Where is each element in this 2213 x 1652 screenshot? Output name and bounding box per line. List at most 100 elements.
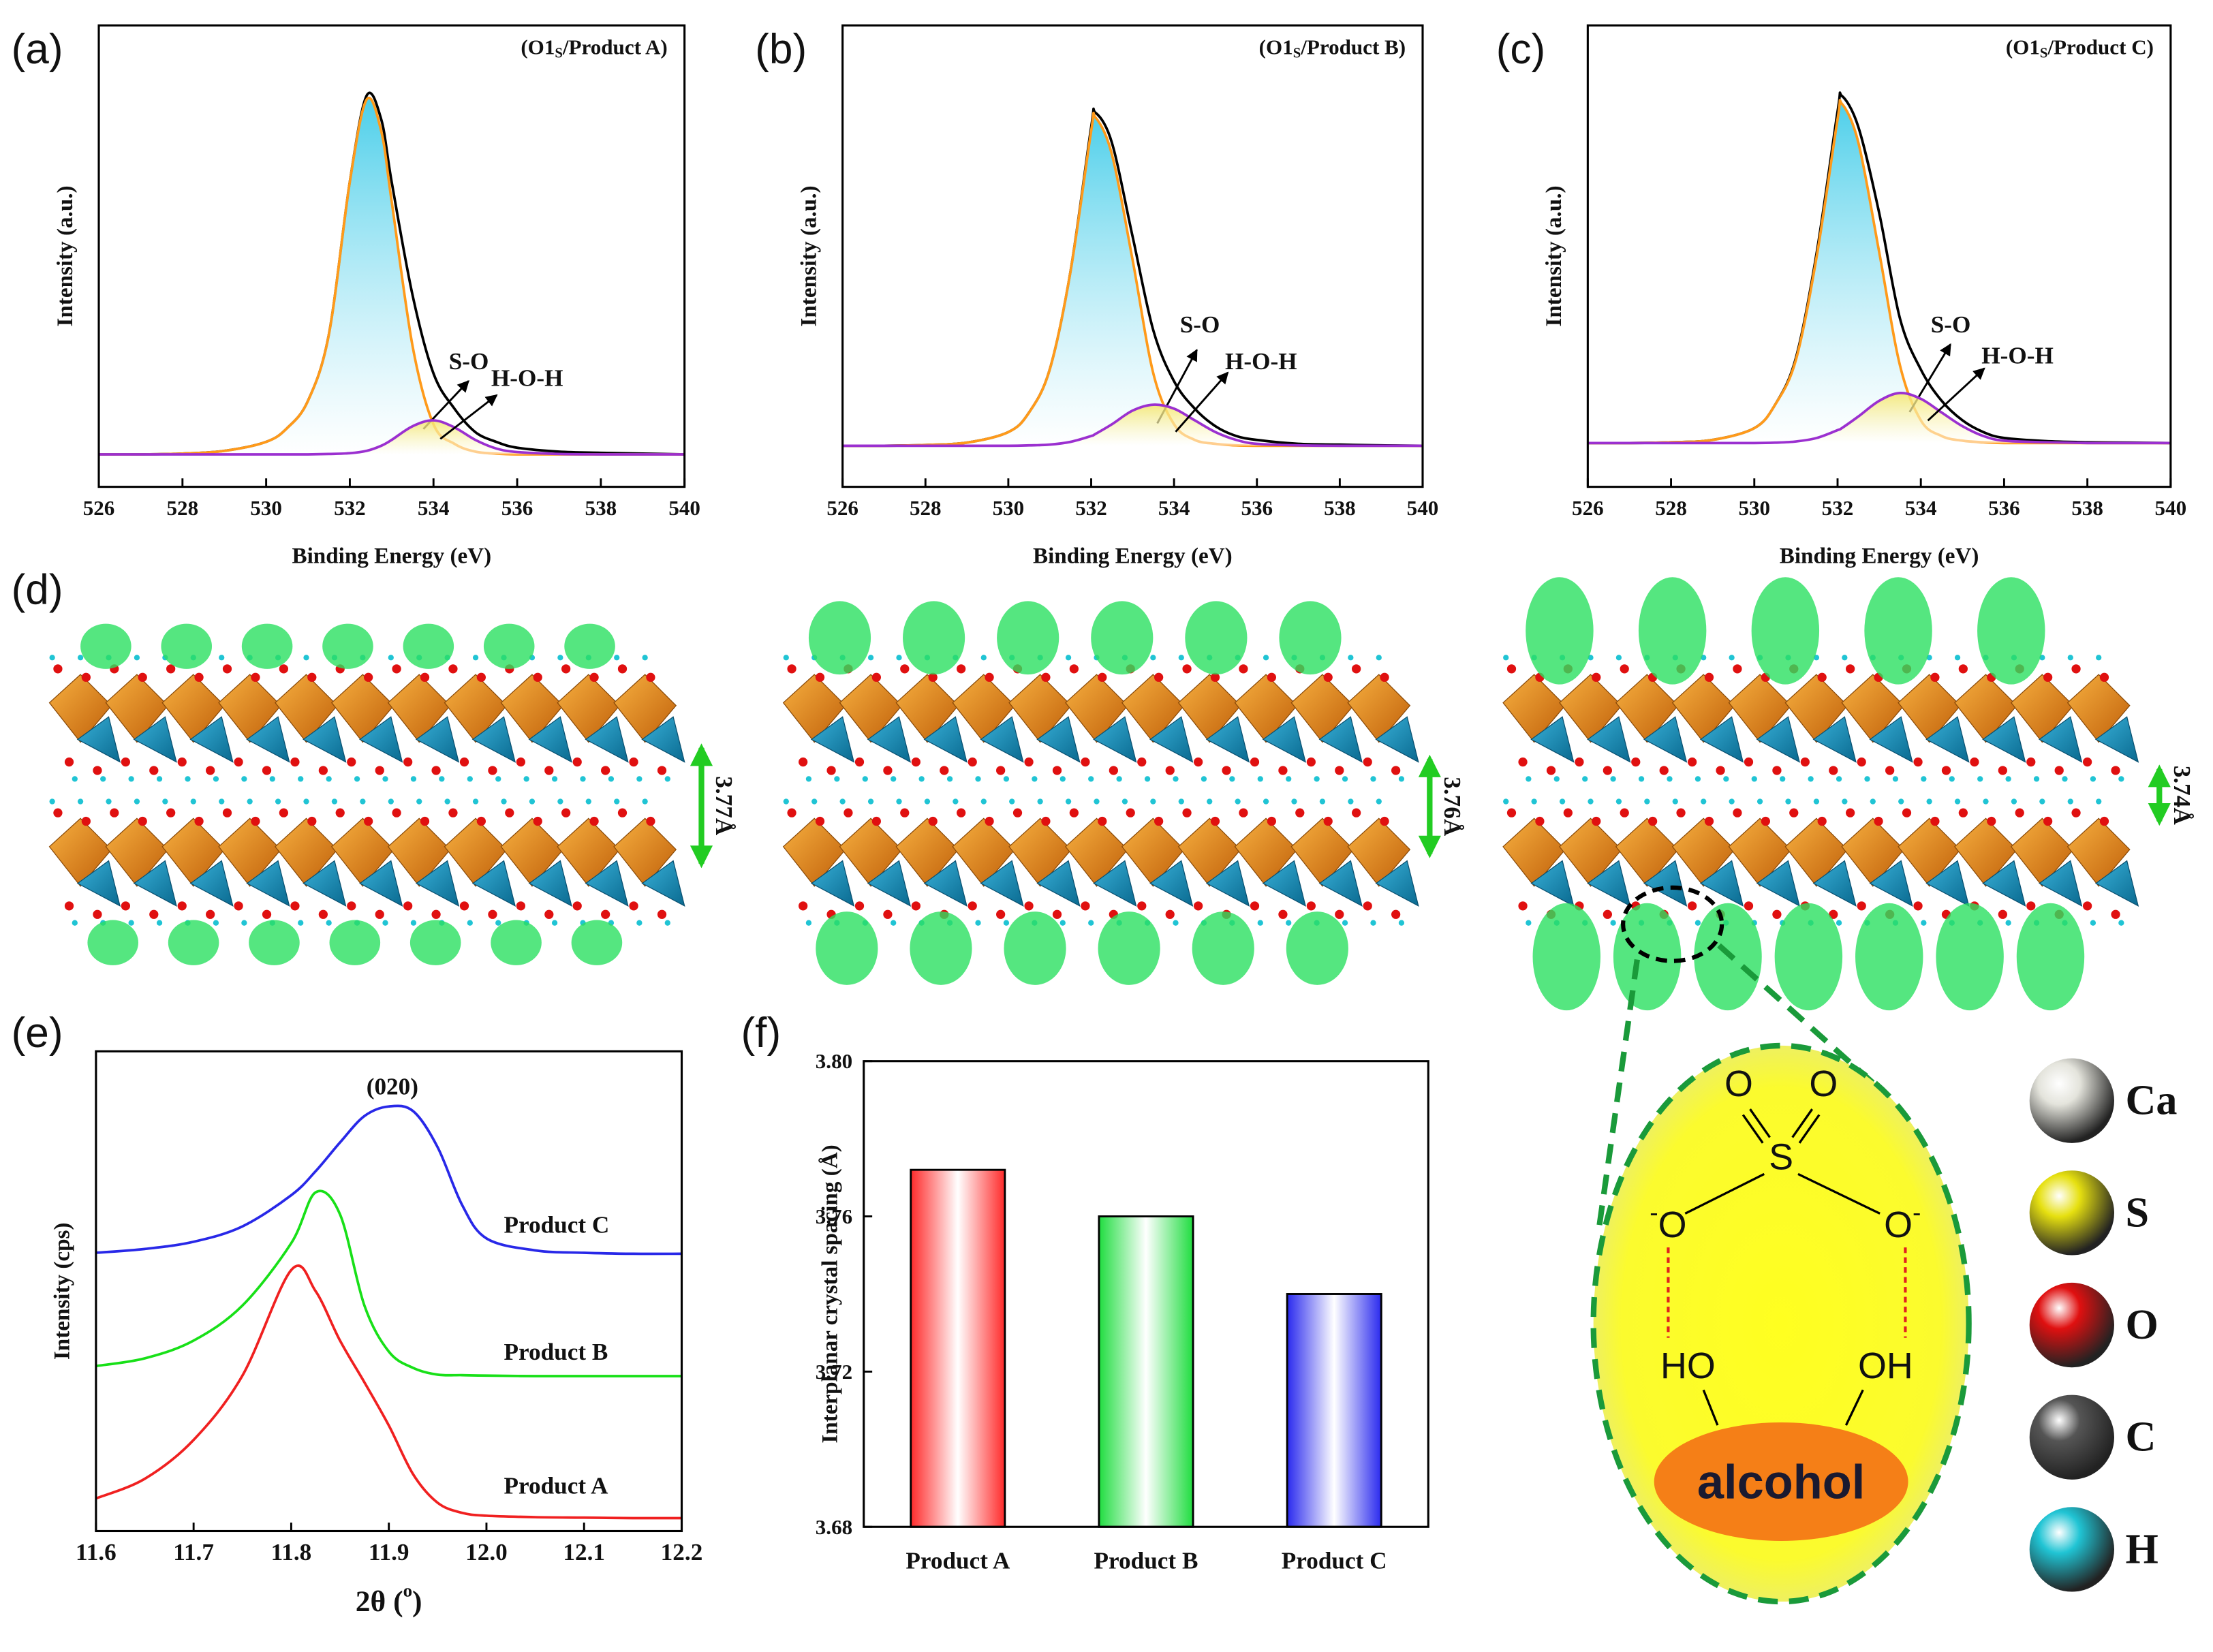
oxygen <box>646 816 655 826</box>
hydrogen <box>1921 776 1927 782</box>
axis-label: (O1S/Product B) <box>1259 35 1406 61</box>
oxygen <box>1857 757 1866 767</box>
hydrogen <box>557 798 563 805</box>
hydrogen <box>1009 798 1015 805</box>
oxygen <box>1930 816 1940 826</box>
molecule <box>1532 903 1600 1011</box>
bar <box>1098 1215 1194 1528</box>
oxygen <box>1363 901 1372 911</box>
oxygen <box>476 816 486 826</box>
oxygen <box>1335 766 1344 775</box>
oxygen <box>290 901 300 911</box>
oxygen <box>93 766 102 775</box>
oxygen <box>375 909 384 919</box>
series-line <box>95 1264 682 1520</box>
hydrogen <box>1003 920 1010 926</box>
series-line <box>95 1104 682 1256</box>
y-tick-label: 3.68 <box>816 1515 852 1539</box>
oxygen <box>1109 766 1118 775</box>
y-axis-label: Intensity (a.u.) <box>1541 185 1566 326</box>
oxygen <box>1648 816 1658 826</box>
x-tick-label: 526 <box>1572 496 1604 520</box>
oxygen <box>2026 757 2036 767</box>
oxygen <box>2026 901 2036 911</box>
atom-label: S <box>2126 1189 2150 1236</box>
annotation: S-O <box>1931 311 1971 338</box>
x-tick-label: 11.8 <box>271 1539 312 1565</box>
oxygen <box>601 766 610 775</box>
hydrogen <box>805 776 812 782</box>
tetrahedron <box>1093 860 1137 907</box>
hydrogen <box>1667 776 1673 782</box>
panel-label: (d) <box>12 566 63 613</box>
tetrahedron <box>471 860 516 907</box>
hydrogen <box>1065 798 1072 805</box>
hydrogen <box>156 776 163 782</box>
hydrogen <box>1954 655 1961 661</box>
oxygen <box>1817 816 1827 826</box>
tetrahedron <box>1643 860 1688 907</box>
oxygen <box>1182 808 1192 817</box>
tetrahedron <box>585 716 629 763</box>
oxygen <box>1958 664 1968 674</box>
peak-area <box>842 112 1423 446</box>
hydrogen <box>49 655 55 661</box>
hydrogen <box>1842 798 1848 805</box>
molecule <box>329 920 381 965</box>
hydrogen <box>1582 776 1588 782</box>
oxygen <box>1024 901 1034 911</box>
tetrahedron <box>1699 716 1744 763</box>
x-axis-label: Binding Energy (eV) <box>1033 544 1233 569</box>
polyhedron <box>2067 674 2131 743</box>
tetrahedron <box>1756 716 1801 763</box>
hydrogen <box>472 798 479 805</box>
x-tick-label: Product B <box>1094 1547 1198 1574</box>
panel-label: (c) <box>1496 26 1545 73</box>
molecule <box>322 623 373 669</box>
oxygen <box>2111 766 2120 775</box>
molecule <box>87 920 139 965</box>
peak-area <box>99 97 685 455</box>
molecule <box>409 920 461 965</box>
oxygen <box>871 816 881 826</box>
oxygen <box>854 901 865 911</box>
oxygen <box>1154 816 1164 826</box>
spacing-label: 3.74Å <box>2169 766 2195 826</box>
molecule <box>1004 911 1066 985</box>
oxygen <box>996 909 1006 919</box>
oxygen <box>2083 757 2092 767</box>
molecule <box>1936 903 2004 1011</box>
oxygen <box>928 816 938 826</box>
hydrogen <box>1032 776 1038 782</box>
oxygen <box>985 672 994 682</box>
hydrogen <box>1751 776 1757 782</box>
atom-label: S <box>1769 1137 1793 1178</box>
hydrogen <box>2067 655 2073 661</box>
oxygen <box>431 909 441 919</box>
oxygen <box>392 808 401 817</box>
hydrogen <box>1059 920 1066 926</box>
oxygen <box>448 808 458 817</box>
panel-label: (b) <box>755 26 807 73</box>
oxygen <box>1363 757 1372 767</box>
hydrogen <box>2039 798 2045 805</box>
tetrahedron <box>303 860 347 907</box>
oxygen <box>629 901 638 911</box>
series-line <box>95 1189 682 1377</box>
tetrahedron <box>1375 716 1419 763</box>
tetrahedron <box>189 716 234 763</box>
label-part: (O1 <box>1259 35 1293 59</box>
hydrogen <box>1150 798 1156 805</box>
hydrogen <box>1144 776 1151 782</box>
tetrahedron <box>1205 716 1250 763</box>
charge: - <box>1650 1198 1658 1226</box>
oxygen <box>251 672 260 682</box>
oxygen <box>206 909 215 919</box>
atom-label: Ca <box>2126 1078 2178 1124</box>
y-axis-label: Intensity (a.u.) <box>52 185 78 326</box>
oxygen <box>815 672 825 682</box>
oxygen <box>883 766 893 775</box>
hydrogen <box>1615 655 1622 661</box>
oxygen <box>488 909 497 919</box>
hydrogen <box>1729 798 1735 805</box>
